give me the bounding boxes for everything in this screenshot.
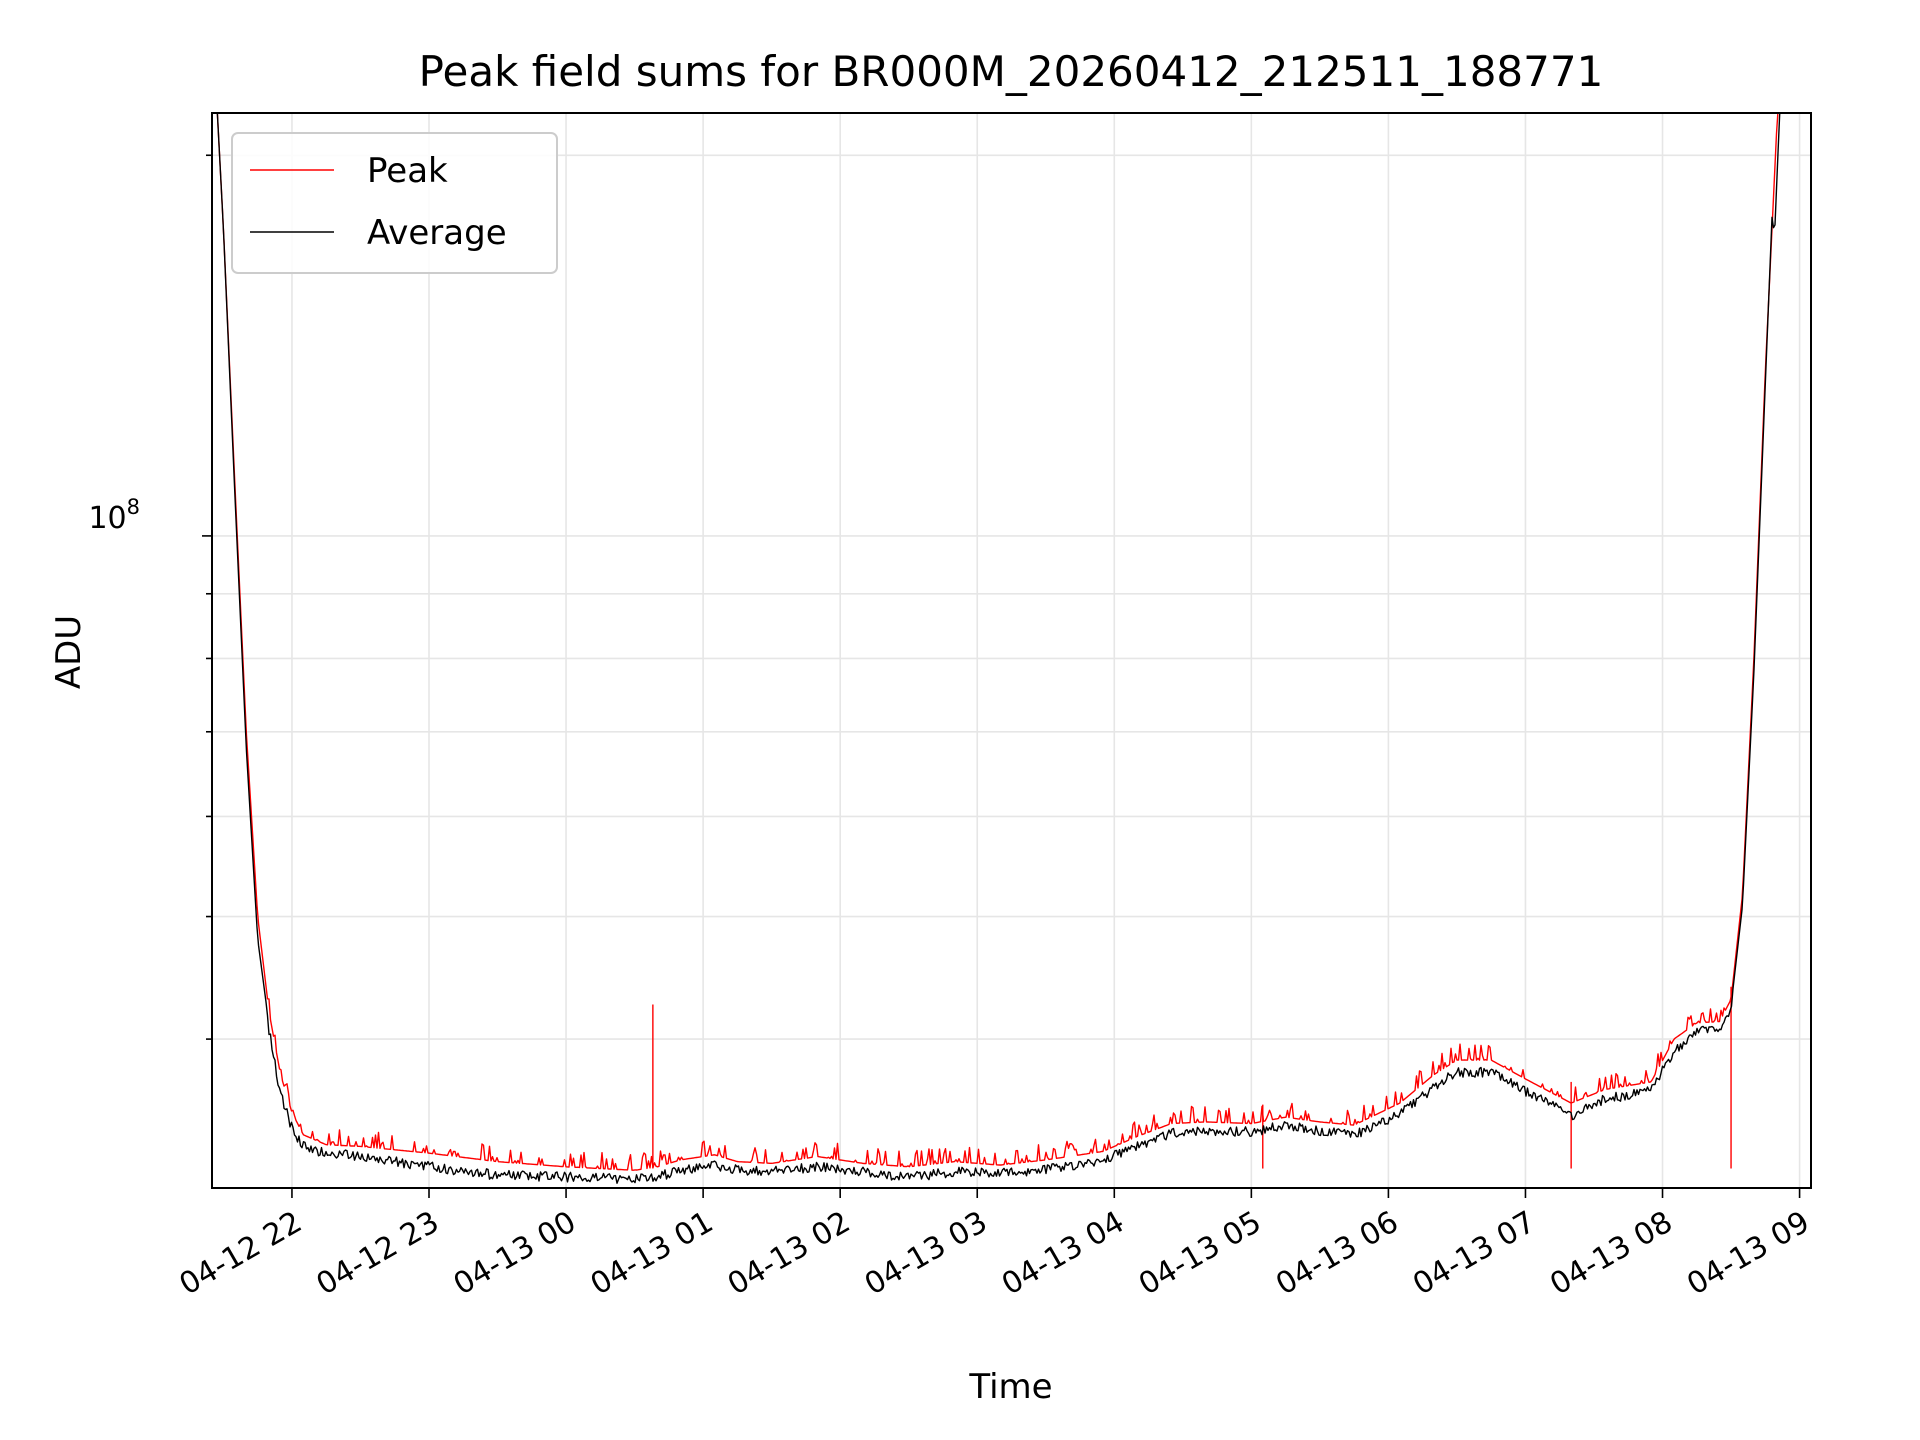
chart-title: Peak field sums for BR000M_20260412_2125…	[419, 47, 1604, 96]
y-tick-base: 10	[88, 501, 126, 536]
axis-ticks	[202, 154, 1801, 1198]
legend: Peak Average	[231, 132, 558, 274]
y-axis-label: ADU	[49, 615, 89, 689]
plot-frame	[211, 112, 1812, 1189]
svg-text:108: 108	[88, 495, 140, 536]
average-series-line	[216, 113, 1781, 1184]
legend-average-label: Average	[367, 213, 507, 253]
y-tick-label: 108	[88, 495, 140, 536]
series-layer	[216, 113, 1781, 1184]
grid-lines	[212, 113, 1811, 1188]
x-axis-label: Time	[968, 1367, 1052, 1407]
y-tick-exponent: 8	[127, 495, 140, 519]
legend-box	[231, 132, 558, 274]
peak-series-line	[216, 113, 1779, 1171]
legend-peak-label: Peak	[367, 151, 448, 191]
